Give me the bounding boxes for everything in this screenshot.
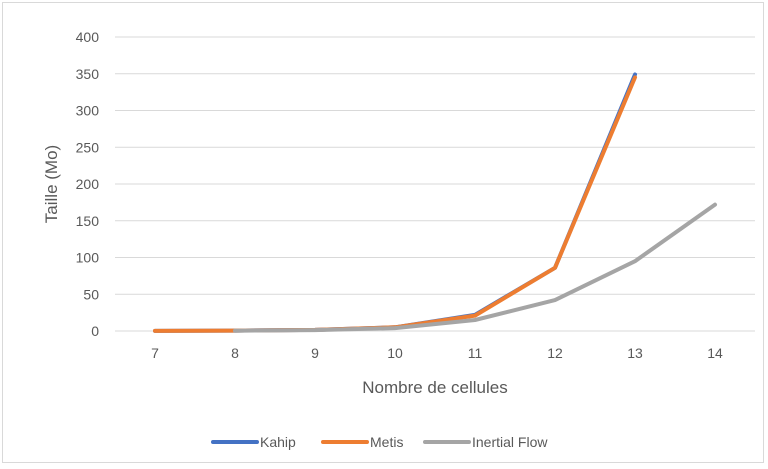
series-line-inertial-flow: [233, 202, 717, 333]
y-tick-label: 400: [76, 29, 100, 45]
legend-label: Metis: [370, 434, 403, 450]
y-tick-label: 200: [76, 176, 100, 192]
series-line-kahip: [153, 72, 637, 333]
legend: Kahip Metis Inertial Flow: [211, 434, 548, 450]
y-tick-label: 300: [76, 103, 100, 119]
x-axis-label: Nombre de cellules: [362, 378, 508, 397]
y-tick-label: 250: [76, 139, 100, 155]
x-axis-ticks: 7 8 9 10 11 12 13 14: [151, 345, 723, 361]
x-tick-label: 11: [468, 345, 483, 361]
line-chart: 0 50 100 150 200 250 300 350 400 7 8 9 10 11 12 13 14 T…: [42, 29, 755, 450]
x-tick-label: 9: [311, 345, 319, 361]
legend-label: Kahip: [260, 434, 296, 450]
series-line-metis: [153, 75, 637, 333]
y-tick-label: 0: [91, 323, 99, 339]
series-lines: [153, 72, 717, 333]
x-tick-label: 8: [231, 345, 239, 361]
x-tick-label: 12: [547, 345, 563, 361]
y-axis-label: Taille (Mo): [42, 145, 61, 223]
chart-frame: 0 50 100 150 200 250 300 350 400 7 8 9 10 11 12 13 14 T…: [2, 2, 764, 463]
x-tick-label: 14: [707, 345, 723, 361]
x-tick-label: 7: [151, 345, 159, 361]
legend-label: Inertial Flow: [472, 434, 548, 450]
y-tick-label: 100: [76, 250, 100, 266]
y-axis-ticks: 0 50 100 150 200 250 300 350 400: [76, 29, 100, 339]
gridlines: [115, 36, 755, 332]
x-tick-label: 10: [387, 345, 403, 361]
y-tick-label: 350: [76, 66, 100, 82]
x-tick-label: 13: [627, 345, 643, 361]
y-tick-label: 50: [83, 286, 99, 302]
y-tick-label: 150: [76, 213, 100, 229]
